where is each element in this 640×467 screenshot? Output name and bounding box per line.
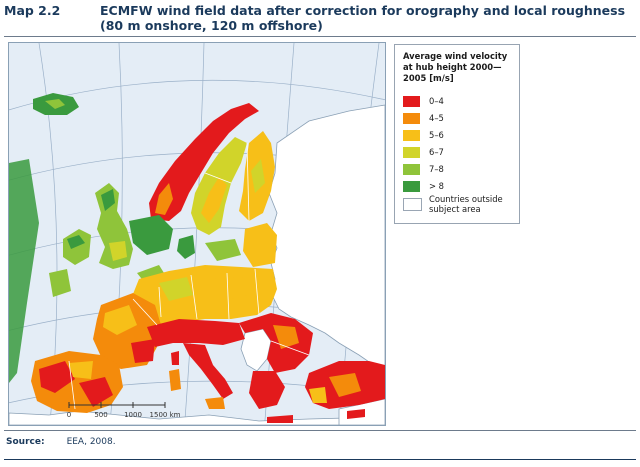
legend-swatch [403, 181, 420, 192]
alps [147, 319, 245, 347]
scale-bar: 0 500 1000 1500 km [67, 402, 181, 419]
legend-label: > 8 [429, 181, 445, 191]
wind-regions [9, 93, 385, 423]
footer-rule [4, 430, 636, 431]
source-line: Source: EEA, 2008. [6, 437, 116, 447]
scale-tick-label: 1000 [124, 411, 142, 419]
sardinia [169, 369, 181, 391]
header: Map 2.2 ECMFW wind field data after corr… [4, 2, 636, 36]
title-line-1: ECMFW wind field data after correction f… [100, 3, 626, 18]
legend-label: 7–8 [429, 164, 444, 174]
wind-map-canvas: 0 500 1000 1500 km [9, 43, 385, 425]
scale-tick-label: 0 [67, 411, 71, 419]
corsica [171, 351, 179, 365]
scale-tick-label: 500 [94, 411, 107, 419]
legend-swatch [403, 96, 420, 107]
legend: Average wind velocity at hub height 2000… [394, 44, 520, 224]
scale-tick-label: 1500 km [150, 411, 181, 419]
legend-swatch [403, 198, 422, 211]
bottom-rule [4, 459, 636, 460]
legend-swatch [403, 164, 420, 175]
legend-title: Average wind velocity at hub height 2000… [403, 51, 508, 83]
legend-label: Countries outside subject area [429, 194, 503, 214]
legend-label: 0–4 [429, 96, 444, 106]
map-title: ECMFW wind field data after correction f… [100, 3, 625, 33]
wind-map: 0 500 1000 1500 km [8, 42, 386, 426]
title-line-2: (80 m onshore, 120 m offshore) [100, 18, 323, 33]
eastern-europe-outside [268, 104, 385, 374]
norway [149, 103, 259, 221]
map-number: Map 2.2 [4, 3, 61, 18]
source-text: EEA, 2008. [66, 437, 116, 447]
denmark [177, 235, 195, 259]
legend-swatch [403, 113, 420, 124]
greece [249, 371, 285, 409]
legend-label: 6–7 [429, 147, 444, 157]
legend-swatch [403, 130, 420, 141]
source-label: Source: [6, 437, 45, 447]
legend-label: 4–5 [429, 113, 444, 123]
baltics [243, 223, 277, 267]
crete [267, 415, 293, 423]
legend-swatch [403, 147, 420, 158]
cyprus [347, 409, 365, 419]
header-rule [4, 36, 636, 37]
country-borders [68, 142, 310, 410]
legend-label: 5–6 [429, 130, 444, 140]
balkans-outside [240, 328, 272, 372]
italy [183, 343, 233, 399]
sicily [205, 397, 225, 409]
